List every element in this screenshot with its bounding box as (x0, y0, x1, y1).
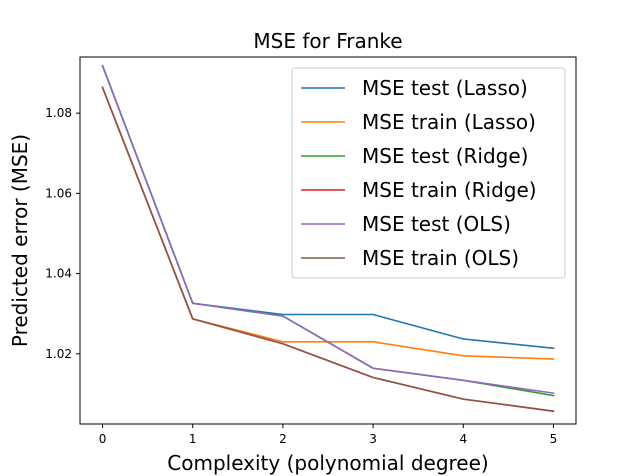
plot-area-frame (79, 56, 577, 425)
series-line-5 (101, 64, 555, 395)
x-tick-label: 3 (369, 432, 377, 446)
x-tick-label: 0 (99, 432, 107, 446)
legend-frame (291, 67, 566, 279)
ticks-layer: 0 1 2 3 4 5 1.02 1.04 1.06 1.08 (45, 106, 557, 446)
legend-label-3: MSE test (Ridge) (362, 144, 528, 168)
legend-label-2: MSE train (Lasso) (362, 110, 536, 134)
legend-label-4: MSE train (Ridge) (362, 178, 537, 202)
chart-title: MSE for Franke (253, 29, 402, 53)
lines-layer (101, 64, 555, 413)
legend-label-1: MSE test (Lasso) (362, 76, 528, 100)
y-tick-label: 1.04 (45, 267, 72, 281)
x-axis-label: Complexity (polynomial degree) (167, 451, 488, 475)
x-tick-label: 5 (550, 432, 558, 446)
y-axis-label: Predicted error (MSE) (8, 134, 32, 347)
legend-label-5: MSE test (OLS) (362, 212, 511, 236)
legend-label-6: MSE train (OLS) (362, 246, 519, 270)
y-tick-label: 1.02 (45, 347, 72, 361)
x-tick-label: 2 (279, 432, 287, 446)
x-tick-label: 4 (459, 432, 467, 446)
series-line-6 (101, 86, 555, 413)
y-tick-label: 1.06 (45, 186, 72, 200)
x-tick-label: 1 (189, 432, 197, 446)
y-tick-label: 1.08 (45, 106, 72, 120)
legend: MSE test (Lasso) MSE train (Lasso) MSE tes… (291, 67, 566, 279)
